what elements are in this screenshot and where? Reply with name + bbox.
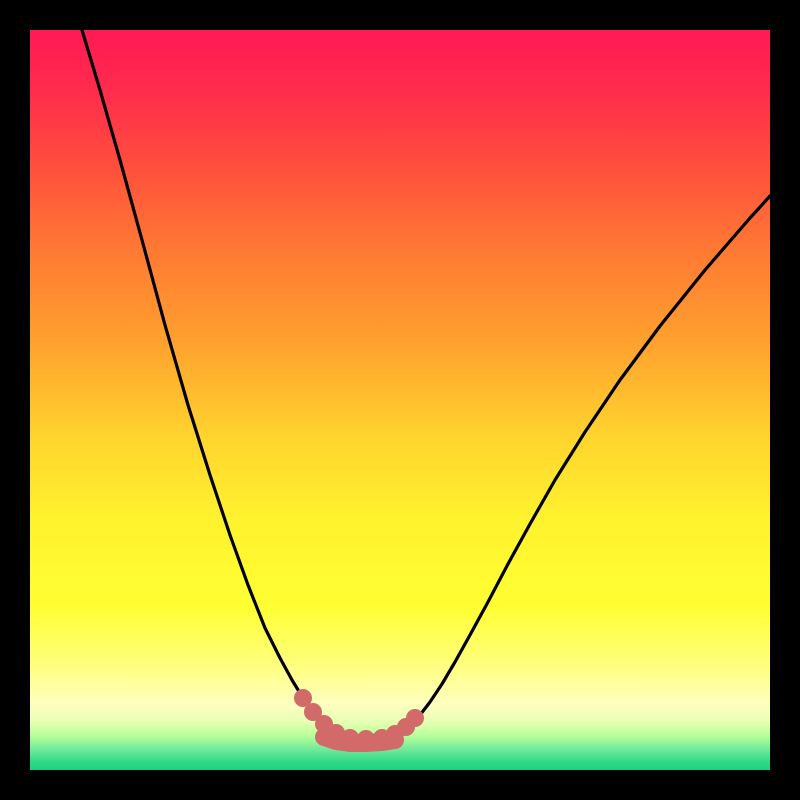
chart-background bbox=[30, 30, 770, 770]
frame-border-right bbox=[770, 0, 800, 800]
chart-svg bbox=[30, 30, 770, 770]
chart-frame: TheBottleneck.com bbox=[0, 0, 800, 800]
data-marker bbox=[295, 690, 312, 707]
data-marker bbox=[358, 731, 375, 748]
data-marker bbox=[407, 710, 424, 727]
frame-border-left bbox=[0, 0, 30, 800]
frame-border-top bbox=[0, 0, 800, 30]
chart-plot-area bbox=[30, 30, 770, 770]
data-marker bbox=[342, 730, 359, 747]
frame-border-bottom bbox=[0, 770, 800, 800]
